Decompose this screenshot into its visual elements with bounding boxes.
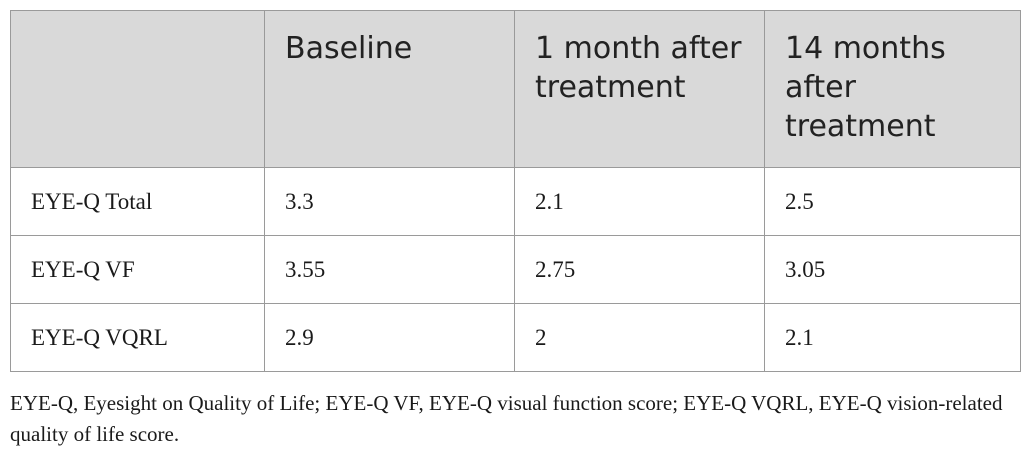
table-cell: 2.9 [264,303,515,372]
header-cell-baseline: Baseline [264,10,515,168]
header-cell-1-month: 1 month after treatment [514,10,765,168]
header-cell-14-months: 14 months after treatment [764,10,1021,168]
table-cell: 3.05 [764,235,1021,304]
table-row: EYE-Q VF 3.55 2.75 3.05 [10,235,1021,304]
table-row: EYE-Q Total 3.3 2.1 2.5 [10,167,1021,236]
table-cell: 3.55 [264,235,515,304]
row-label: EYE-Q VF [10,235,265,304]
table-cell: 2.5 [764,167,1021,236]
table-cell: 2.75 [514,235,765,304]
header-cell-empty [10,10,265,168]
row-label: EYE-Q Total [10,167,265,236]
table-row: EYE-Q VQRL 2.9 2 2.1 [10,303,1021,372]
table-cell: 3.3 [264,167,515,236]
eye-q-scores-table: Baseline 1 month after treatment 14 mont… [10,10,1021,372]
table-header-row: Baseline 1 month after treatment 14 mont… [10,10,1021,168]
row-label: EYE-Q VQRL [10,303,265,372]
results-table-container: Baseline 1 month after treatment 14 mont… [10,10,1021,372]
table-footnote: EYE-Q, Eyesight on Quality of Life; EYE-… [10,391,1003,446]
table-cell: 2.1 [764,303,1021,372]
table-cell: 2.1 [514,167,765,236]
table-cell: 2 [514,303,765,372]
